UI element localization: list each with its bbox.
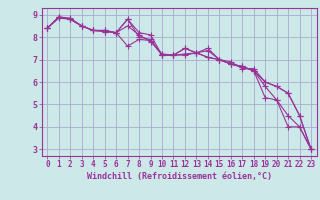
X-axis label: Windchill (Refroidissement éolien,°C): Windchill (Refroidissement éolien,°C) bbox=[87, 172, 272, 181]
